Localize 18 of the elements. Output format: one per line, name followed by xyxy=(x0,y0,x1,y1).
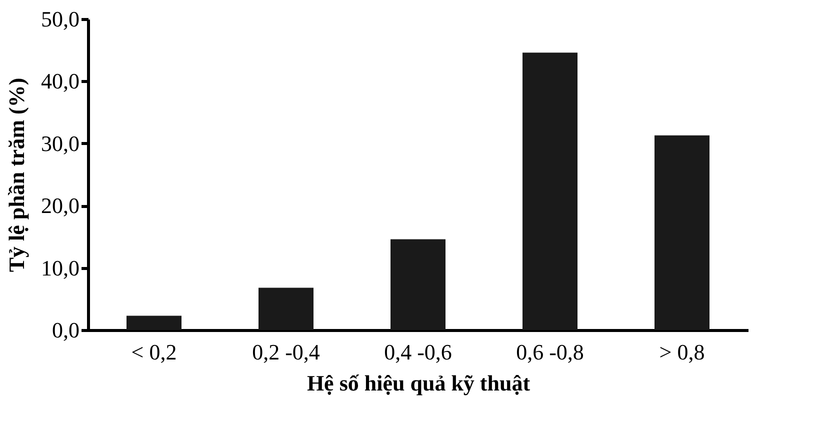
y-axis-title: Tỷ lệ phần trăm (%) xyxy=(4,78,29,272)
bar xyxy=(126,316,182,330)
x-tick-label: 0,6 -0,8 xyxy=(516,340,584,364)
x-tick-label: < 0,2 xyxy=(131,340,177,364)
x-tick-label: 0,4 -0,6 xyxy=(384,340,452,364)
x-axis-title: Hệ số hiệu quả kỹ thuật xyxy=(306,370,531,396)
y-tick-label: 30,0 xyxy=(41,130,80,156)
y-tick-label: 50,0 xyxy=(41,6,80,32)
bar xyxy=(258,288,314,330)
y-tick-label: 20,0 xyxy=(41,193,80,218)
y-tick-label: 0,0 xyxy=(52,318,80,342)
bar xyxy=(390,239,446,330)
y-tick-label: 40,0 xyxy=(41,68,80,94)
x-tick-label: > 0,8 xyxy=(659,340,705,364)
bar xyxy=(522,52,578,330)
x-tick-label: 0,2 -0,4 xyxy=(252,340,320,364)
y-tick-label: 10,0 xyxy=(41,255,80,280)
bar xyxy=(654,135,710,330)
